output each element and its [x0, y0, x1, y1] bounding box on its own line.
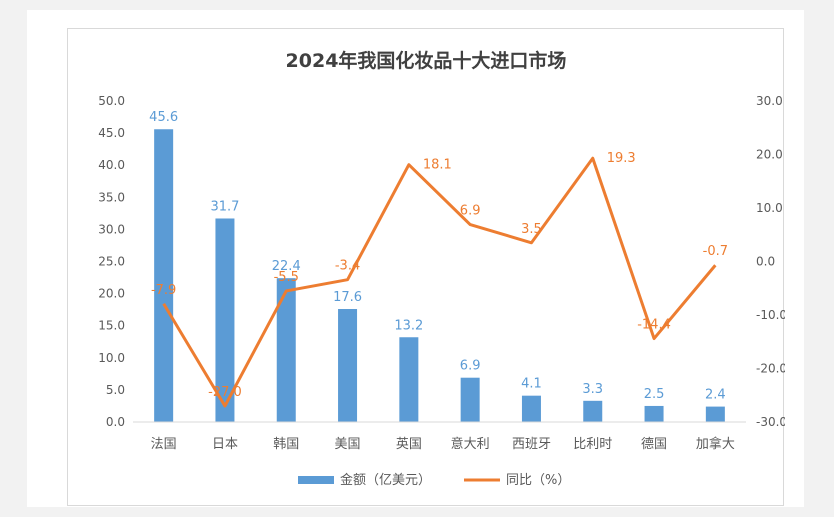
line-data-label: -0.7 — [703, 244, 728, 259]
bar — [644, 405, 664, 422]
left-tick-label: 40.0 — [98, 158, 125, 172]
right-y-axis: -30.0 -20.0 -10.0 0.0 10.0 20.0 30.0 — [756, 94, 785, 429]
bar-data-label: 2.5 — [644, 387, 665, 402]
bar — [338, 309, 358, 422]
chart-frame: 2024年我国化妆品十大进口市场 0.0 5.0 10.0 15.0 20.0 25.0 3… — [67, 28, 785, 506]
left-tick-label: 25.0 — [98, 255, 125, 269]
line-data-label: -5.5 — [274, 270, 299, 285]
category-label: 德国 — [641, 437, 667, 452]
bar-data-label: 4.1 — [521, 377, 542, 392]
bar-data-label: 22.4 — [272, 259, 301, 274]
right-tick-label: 10.0 — [756, 201, 783, 215]
line-data-label: 19.3 — [607, 151, 636, 166]
line-data-label: 18.1 — [423, 158, 452, 173]
left-tick-label: 45.0 — [98, 126, 125, 140]
page: 2024年我国化妆品十大进口市场 0.0 5.0 10.0 15.0 20.0 25.0 3… — [27, 10, 804, 507]
category-label: 比利时 — [573, 437, 612, 452]
bar-data-label: 6.9 — [460, 359, 481, 374]
category-label: 法国 — [151, 437, 177, 452]
bar — [583, 400, 603, 422]
category-label: 意大利 — [451, 436, 490, 452]
category-label: 加拿大 — [696, 436, 735, 452]
bar — [215, 218, 235, 422]
bar — [276, 278, 296, 422]
line-data-label: -27.0 — [208, 385, 242, 400]
line-data-label: 3.5 — [521, 222, 542, 237]
chart-title: 2024年我国化妆品十大进口市场 — [286, 49, 567, 72]
category-label: 美国 — [335, 437, 361, 452]
category-label: 韩国 — [273, 437, 299, 452]
bar-series: 45.6 31.7 22.4 17.6 13.2 6.9 4.1 3.3 2.5 2.4 — [149, 110, 726, 423]
left-tick-label: 30.0 — [98, 222, 125, 236]
left-tick-label: 20.0 — [98, 287, 125, 301]
left-tick-label: 15.0 — [98, 319, 125, 333]
bar-data-label: 3.3 — [582, 382, 603, 397]
left-tick-label: 5.0 — [106, 383, 125, 397]
line-data-label: -3.4 — [335, 259, 360, 274]
line-data-label: 6.9 — [460, 204, 481, 219]
legend-bar-swatch — [298, 476, 334, 484]
x-axis: 法国 日本 韩国 美国 英国 意大利 西班牙 比利时 德国 加拿大 — [133, 421, 746, 452]
bar — [521, 395, 541, 422]
legend: 金额（亿美元） 同比（%） — [298, 472, 570, 488]
left-y-axis: 0.0 5.0 10.0 15.0 20.0 25.0 30.0 35.0 40.0 45.0 50… — [98, 94, 125, 429]
line-data-label: -14.4 — [637, 318, 671, 333]
right-tick-label: -10.0 — [756, 308, 785, 322]
right-tick-label: 0.0 — [756, 255, 775, 269]
line-data-label: -7.9 — [151, 283, 176, 298]
bar-data-label: 2.4 — [705, 388, 726, 403]
legend-line-label: 同比（%） — [506, 473, 570, 488]
right-tick-label: 30.0 — [756, 94, 783, 108]
combo-chart: 2024年我国化妆品十大进口市场 0.0 5.0 10.0 15.0 20.0 25.0 3… — [98, 49, 785, 488]
right-tick-label: -30.0 — [756, 415, 785, 429]
bar-data-label: 45.6 — [149, 110, 178, 125]
bar — [154, 129, 174, 423]
right-tick-label: 20.0 — [756, 148, 783, 162]
bar-data-label: 13.2 — [394, 318, 423, 333]
category-label: 英国 — [396, 437, 422, 452]
bar — [399, 337, 419, 422]
bar — [705, 406, 725, 422]
yoy-line — [162, 156, 717, 408]
category-label: 西班牙 — [512, 437, 551, 452]
line-series: -7.9 -27.0 -5.5 -3.4 18.1 6.9 3.5 19.3 -14.4 -0.7 — [151, 151, 728, 408]
left-tick-label: 35.0 — [98, 190, 125, 204]
left-tick-label: 0.0 — [106, 415, 125, 429]
bar-data-label: 17.6 — [333, 290, 362, 305]
left-tick-label: 50.0 — [98, 94, 125, 108]
left-tick-label: 10.0 — [98, 351, 125, 365]
bar — [460, 377, 480, 422]
legend-bar-label: 金额（亿美元） — [340, 472, 431, 488]
category-label: 日本 — [212, 437, 238, 452]
right-tick-label: -20.0 — [756, 362, 785, 376]
bar-data-label: 31.7 — [210, 199, 239, 214]
